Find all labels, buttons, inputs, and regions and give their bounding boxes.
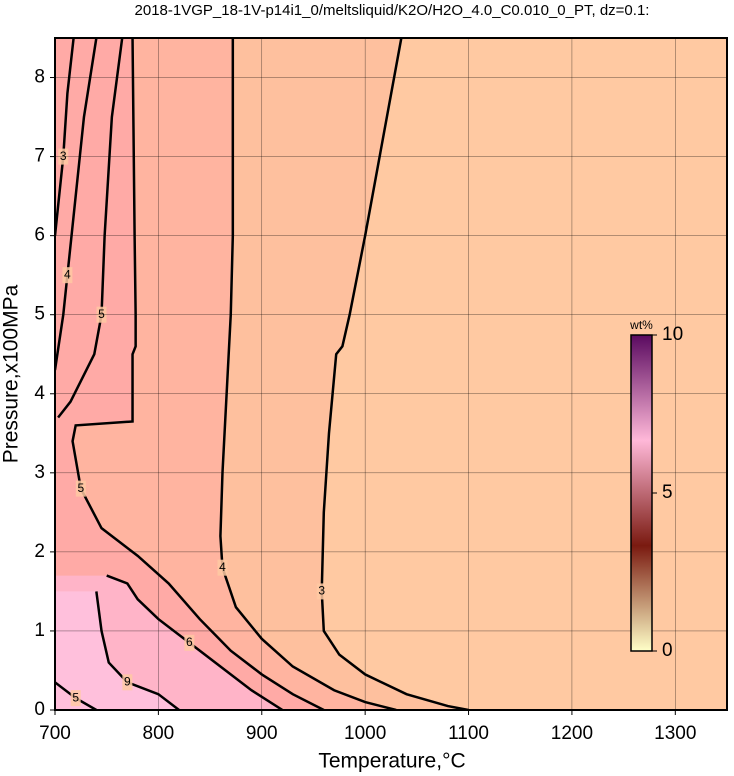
chart-title: 2018-1VGP_18-1V-p14i1_0/meltsliquid/K2O/… — [135, 2, 650, 19]
y-axis-label: Pressure,x100MPa — [0, 284, 23, 463]
contour-label: 5 — [72, 690, 79, 704]
contour-label-bg — [316, 583, 327, 600]
contour-label: 5 — [78, 481, 85, 495]
colorbar-label: wt% — [629, 318, 653, 332]
colorbar-tick-label: 5 — [662, 482, 673, 503]
contour-label-bg — [217, 559, 228, 576]
y-tick-label: 7 — [34, 146, 45, 167]
contour-label: 3 — [318, 584, 325, 598]
contour-label: 5 — [98, 307, 105, 321]
x-tick-label: 800 — [143, 723, 175, 744]
contour-label-bg — [75, 480, 86, 497]
contour-label: 4 — [64, 267, 71, 281]
contour-fill — [55, 38, 397, 710]
contour-label-bg — [122, 674, 133, 691]
colorbar-tick-label: 10 — [662, 324, 683, 345]
y-tick-label: 0 — [34, 699, 45, 720]
contour-line — [55, 38, 75, 236]
contour-label: 6 — [186, 635, 193, 649]
x-tick-label: 1100 — [448, 723, 489, 744]
y-tick-label: 1 — [34, 620, 45, 641]
x-tick-label: 1300 — [654, 723, 696, 744]
y-tick-label: 6 — [34, 225, 45, 246]
colorbar-tick-label: 0 — [662, 640, 673, 661]
x-axis-label: Temperature,°C — [318, 750, 465, 773]
x-tick-label: 1000 — [344, 723, 386, 744]
contour-fill — [55, 38, 324, 710]
y-tick-label: 4 — [34, 383, 45, 404]
contour-label: 3 — [60, 149, 67, 163]
plot-frame — [54, 37, 728, 711]
y-tick-label: 8 — [34, 67, 45, 88]
contour-label-bg — [70, 690, 81, 707]
y-tick-label: 3 — [34, 462, 45, 483]
contour-label-bg — [62, 267, 73, 284]
contour-fill — [55, 591, 180, 710]
x-tick-label: 1200 — [551, 723, 593, 744]
contour-label-bg — [184, 634, 195, 651]
y-tick-label: 5 — [34, 304, 45, 325]
contour-label: 9 — [124, 675, 131, 689]
y-tick-label: 2 — [34, 541, 45, 562]
colorbar — [630, 334, 653, 652]
contour-label: 4 — [219, 560, 226, 574]
x-tick-label: 900 — [246, 723, 278, 744]
x-tick-label: 700 — [39, 723, 71, 744]
contour-line — [95, 591, 180, 710]
